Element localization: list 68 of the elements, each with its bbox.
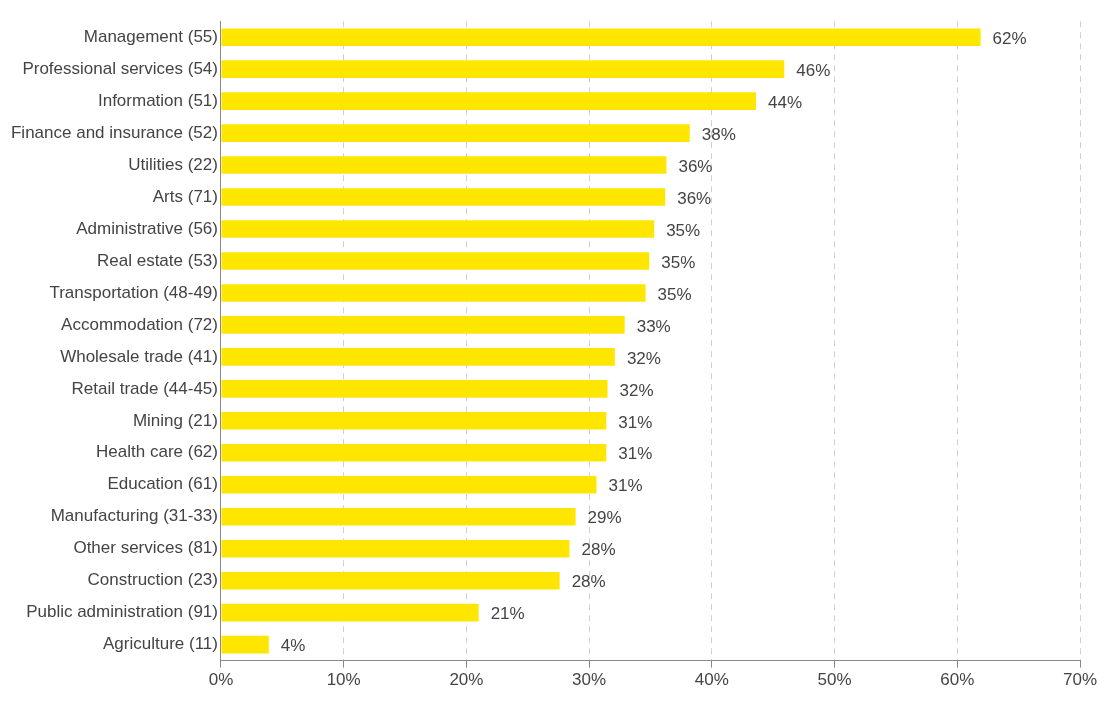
y-tick-label: Health care (62) <box>96 442 218 462</box>
data-label: 31% <box>618 412 653 432</box>
data-label: 29% <box>587 508 622 528</box>
y-tick-label: Professional services (54) <box>22 58 218 78</box>
bar <box>221 92 757 110</box>
data-label: 31% <box>608 476 643 496</box>
y-tick-label: Retail trade (44-45) <box>71 378 218 398</box>
data-label: 35% <box>666 220 701 240</box>
x-tick-label: 40% <box>694 670 729 690</box>
y-tick-label: Public administration (91) <box>26 602 218 622</box>
bar <box>221 284 646 302</box>
y-tick-label: Administrative (56) <box>76 218 218 238</box>
y-tick-label: Accommodation (72) <box>61 314 218 334</box>
bar <box>221 156 667 174</box>
data-label: 32% <box>619 380 654 400</box>
bar <box>221 316 625 334</box>
data-label: 38% <box>701 124 736 144</box>
data-label: 62% <box>992 28 1027 48</box>
y-tick-label: Mining (21) <box>132 410 218 430</box>
y-tick-label: Information (51) <box>97 90 218 110</box>
y-tick-label: Manufacturing (31-33) <box>50 506 218 526</box>
bar <box>221 539 570 558</box>
data-label: 4% <box>280 636 306 656</box>
data-label: 33% <box>636 316 671 336</box>
x-tick-label: 20% <box>449 670 484 690</box>
y-tick-label: Wholesale trade (41) <box>60 346 218 366</box>
bar <box>221 412 607 430</box>
y-tick-label: Arts (71) <box>152 186 218 206</box>
bar <box>221 444 607 462</box>
bar <box>221 380 608 398</box>
bar <box>221 220 655 238</box>
x-tick-label: 10% <box>326 670 361 690</box>
x-tick-label: 70% <box>1062 670 1098 690</box>
bar <box>221 124 690 142</box>
y-tick-label: Finance and insurance (52) <box>10 122 218 142</box>
bar <box>221 28 981 46</box>
data-label: 31% <box>618 444 653 464</box>
data-label: 46% <box>796 60 831 80</box>
y-tick-label: Education (61) <box>107 474 218 494</box>
data-label: 28% <box>581 540 616 560</box>
bar <box>221 507 576 526</box>
bar <box>221 188 666 206</box>
data-label: 36% <box>677 188 712 208</box>
y-tick-label: Other services (81) <box>73 538 218 558</box>
bar <box>221 252 650 270</box>
x-tick-label: 30% <box>572 670 607 690</box>
x-tick-label: 50% <box>817 670 852 690</box>
y-tick-label: Management (55) <box>83 26 218 46</box>
data-label: 44% <box>768 92 803 112</box>
bar <box>221 635 269 654</box>
data-label: 28% <box>571 572 606 592</box>
data-label: 32% <box>626 348 661 368</box>
data-label: 21% <box>490 604 525 624</box>
bar <box>221 571 560 590</box>
y-tick-label: Real estate (53) <box>97 250 218 270</box>
data-label: 36% <box>678 156 713 176</box>
y-tick-label: Agriculture (11) <box>103 634 218 654</box>
x-tick-label: 60% <box>940 670 975 690</box>
y-tick-label: Construction (23) <box>87 570 218 590</box>
data-label: 35% <box>657 284 692 304</box>
bar <box>221 475 597 494</box>
y-tick-label: Transportation (48-49) <box>49 282 218 302</box>
bar <box>221 348 615 366</box>
x-tick-label: 0% <box>208 670 234 690</box>
y-tick-label: Utilities (22) <box>128 154 218 174</box>
bar <box>221 603 479 622</box>
data-label: 35% <box>661 252 696 272</box>
bar <box>221 60 785 78</box>
